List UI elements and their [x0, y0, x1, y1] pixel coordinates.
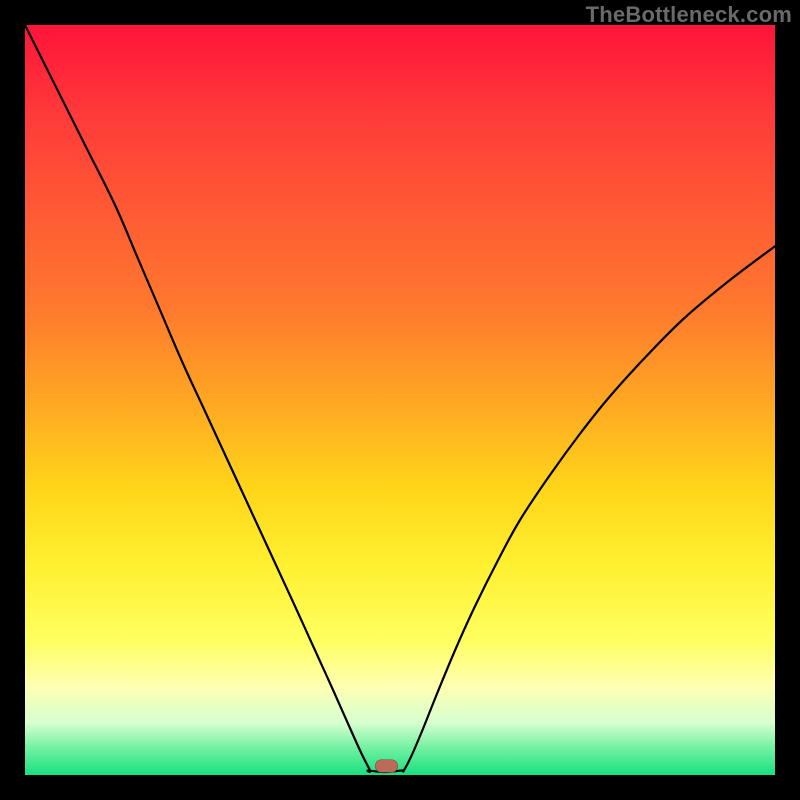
gradient-background [25, 25, 775, 775]
plot-area [25, 25, 775, 775]
trough-marker [375, 760, 398, 773]
bottleneck-curve-chart [25, 25, 775, 775]
watermark-text: TheBottleneck.com [586, 2, 792, 28]
chart-frame: TheBottleneck.com [0, 0, 800, 800]
